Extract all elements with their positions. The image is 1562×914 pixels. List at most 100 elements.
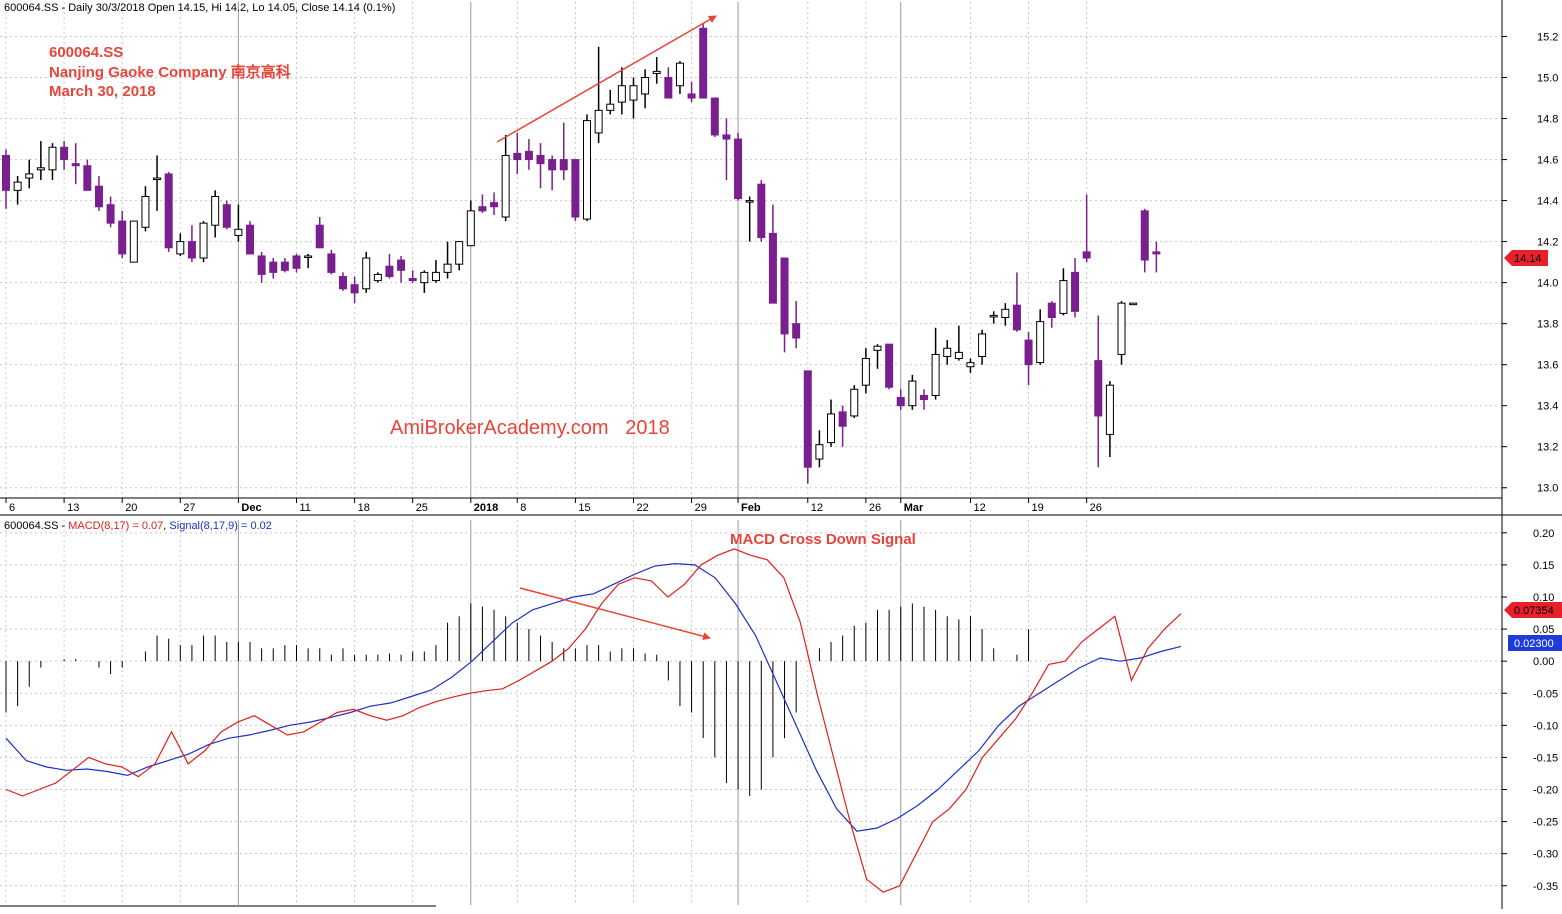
candle (141, 186, 150, 232)
candle-body (176, 241, 185, 255)
candle-body (118, 220, 127, 255)
candle-body (304, 255, 313, 258)
candle-body (1036, 321, 1045, 364)
candle (350, 276, 359, 304)
signal-value-badge: 0.02300 (1508, 635, 1562, 651)
candle (792, 301, 801, 349)
price-y-tick-label: 13.0 (1537, 483, 1558, 495)
candle-body (559, 159, 568, 171)
candle-body (966, 362, 975, 368)
candle-body (1047, 302, 1056, 319)
annotation-company: Nanjing Gaoke Company 南京高科 (49, 63, 291, 81)
candle (2, 149, 10, 209)
candle (606, 89, 615, 115)
candle (373, 272, 382, 283)
candle-body (106, 204, 115, 224)
signal-value: 0.02300 (1514, 638, 1554, 650)
candle (362, 251, 371, 293)
candle-body (803, 370, 812, 468)
candle (443, 241, 452, 279)
candle (153, 155, 162, 211)
price-y-tick-label: 14.4 (1537, 196, 1558, 208)
last-close-badge: 14.14 (1504, 250, 1548, 266)
candle-body (908, 380, 917, 407)
candle (710, 97, 719, 138)
candle-body (734, 138, 743, 200)
macd-header: 600064.SS - MACD(8,17) = 0.07, Signal(8,… (4, 520, 272, 532)
candle (536, 143, 545, 189)
candle-body (722, 134, 731, 140)
candle-body (350, 284, 359, 294)
candle (327, 249, 336, 275)
annotation-ticker: 600064.SS (49, 44, 123, 61)
candle (397, 255, 406, 283)
candle (815, 430, 824, 468)
price-uptrend-arrow (496, 15, 717, 143)
x-tick-label: Feb (741, 502, 761, 514)
candle-body (1059, 280, 1068, 314)
candle (583, 114, 591, 222)
candle-body (315, 224, 324, 249)
candle-body (873, 345, 882, 351)
candle (885, 343, 894, 390)
candle-body (199, 222, 208, 259)
candle-body (745, 200, 754, 203)
candle-body (385, 265, 394, 277)
candle-body (571, 159, 580, 218)
x-tick-label: 8 (520, 502, 526, 514)
candle (966, 358, 975, 373)
candle-body (931, 353, 940, 396)
candle-body (583, 120, 591, 220)
candle-body (1105, 384, 1114, 435)
candle (211, 190, 220, 238)
candle-body (234, 228, 243, 236)
candle (455, 241, 464, 271)
candle (48, 143, 57, 181)
macd-y-tick-label: -0.15 (1533, 752, 1558, 764)
candle-body (292, 255, 301, 269)
candle-body (687, 93, 696, 99)
candle-body (455, 241, 464, 265)
macd-y-tick-label: 0.20 (1533, 528, 1554, 540)
candle (501, 134, 510, 222)
candle-body (60, 146, 69, 161)
candle-body (710, 97, 719, 136)
candle (524, 139, 533, 170)
macd-y-tick-label: -0.30 (1533, 849, 1558, 861)
candle (257, 251, 266, 283)
price-y-tick-label: 15.2 (1537, 32, 1558, 44)
candle-body (164, 173, 173, 249)
price-y-tick-label: 13.6 (1537, 360, 1558, 372)
candle-body (768, 232, 777, 304)
candle (827, 399, 836, 447)
candle-body (885, 343, 894, 388)
candle (617, 67, 626, 115)
candle (1071, 258, 1080, 318)
candle-body (48, 146, 57, 171)
candle-body (222, 204, 231, 228)
candle (315, 217, 324, 249)
candle (408, 270, 417, 283)
macd-line (5, 548, 1182, 893)
candle (129, 220, 138, 263)
signal-line (5, 562, 1182, 832)
macd-y-tick-label: 0.00 (1533, 656, 1554, 668)
candle (246, 221, 255, 255)
candle-body (1129, 302, 1138, 306)
candle-body (989, 314, 998, 318)
candle-body (1012, 304, 1021, 331)
candle (629, 77, 638, 119)
candle (420, 270, 429, 293)
candle-body (501, 154, 510, 218)
candle-body (71, 163, 80, 167)
candle-body (1024, 339, 1033, 366)
macd-y-tick-label: 0.05 (1533, 624, 1554, 636)
candle (304, 253, 313, 269)
candle (780, 257, 789, 353)
candle-body (13, 181, 22, 191)
macd-y-tick-label: -0.20 (1533, 785, 1558, 797)
candle-body (675, 62, 684, 87)
candle (1024, 331, 1033, 386)
